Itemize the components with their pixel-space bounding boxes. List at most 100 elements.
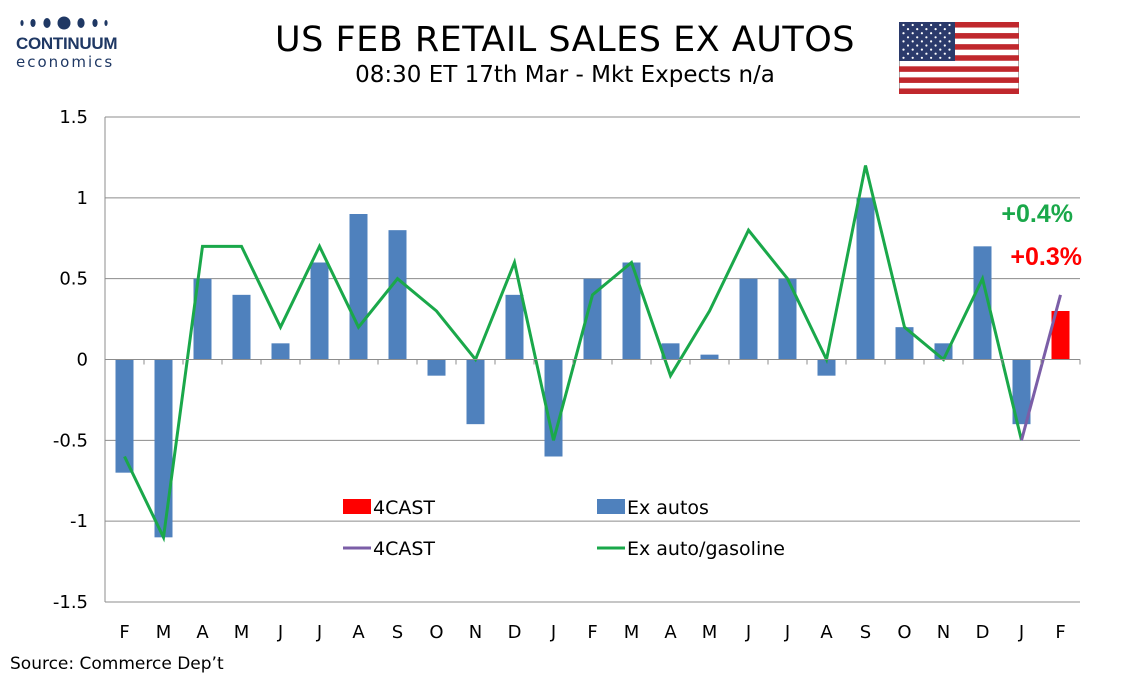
x-tick-label: A <box>196 622 209 643</box>
flag-star <box>906 44 910 47</box>
annotation-label: +0.3% <box>1010 243 1082 271</box>
x-tick-label: S <box>860 622 871 643</box>
bar-ex-autos <box>856 197 875 360</box>
flag-star <box>943 52 946 55</box>
logo-wordmark: CONTINUUM <box>16 34 118 53</box>
flag-stripe <box>899 66 1019 72</box>
continuum-logo: CONTINUUM economics <box>10 14 135 76</box>
flag-star <box>911 56 914 59</box>
bar-ex-autos <box>271 343 290 360</box>
logo-subtitle: economics <box>16 53 115 71</box>
x-tick-label: F <box>119 622 129 643</box>
flag-star <box>906 52 910 55</box>
flag-star <box>920 23 923 27</box>
flag-star <box>948 23 951 27</box>
x-tick-label: M <box>624 622 640 643</box>
legend-label: Ex autos <box>627 497 709 519</box>
flag-star <box>939 48 942 51</box>
flag-star <box>916 36 919 39</box>
source-note: Source: Commerce Dep’t <box>10 654 224 674</box>
x-tick-label: J <box>277 622 283 643</box>
line-4cast <box>1020 294 1062 441</box>
flag-star <box>920 32 923 35</box>
flag-star <box>930 40 933 43</box>
flag-star <box>939 32 942 35</box>
flag-star <box>902 48 905 51</box>
flag-star <box>920 40 923 43</box>
flag-star <box>902 32 905 35</box>
chart-subtitle: 08:30 ET 17th Mar - Mkt Expects n/a <box>355 62 775 88</box>
y-tick-label: 1.5 <box>59 107 88 128</box>
bar-ex-autos <box>583 278 602 360</box>
bar-ex-autos <box>193 278 212 360</box>
flag-star <box>916 28 919 31</box>
flag-star <box>930 32 933 35</box>
bar-ex-autos <box>232 294 251 360</box>
flag-star <box>948 48 951 51</box>
flag-star <box>911 48 914 51</box>
flag-star <box>925 28 928 31</box>
legend-swatch <box>343 499 371 514</box>
x-tick-label: J <box>550 622 556 643</box>
x-tick-label: O <box>429 622 443 643</box>
bar-ex-autos <box>895 327 914 360</box>
bar-ex-autos <box>778 278 797 360</box>
bar-ex-autos <box>973 246 992 360</box>
x-tick-label: A <box>352 622 365 643</box>
x-tick-label: J <box>745 622 751 643</box>
chart-title: US FEB RETAIL SALES EX AUTOS <box>274 20 855 60</box>
flag-star <box>911 23 914 27</box>
legend-label: 4CAST <box>373 497 435 519</box>
flag-stripe <box>899 77 1019 83</box>
flag-star <box>939 23 942 27</box>
flag-star <box>902 40 905 43</box>
bar-ex-autos <box>388 230 407 360</box>
bar-ex-autos <box>154 359 173 538</box>
x-tick-label: S <box>392 622 403 643</box>
flag-star <box>948 32 951 35</box>
y-tick-label: -1 <box>70 511 88 532</box>
legend-label: Ex auto/gasoline <box>627 538 785 560</box>
x-tick-label: A <box>664 622 677 643</box>
bar-ex-autos <box>115 359 134 473</box>
flag-star <box>948 40 951 43</box>
flag-stripe <box>899 33 1019 39</box>
flag-star <box>911 40 914 43</box>
y-tick-label: 1 <box>77 188 88 209</box>
flag-star <box>911 32 914 35</box>
bar-ex-autos <box>1012 359 1031 425</box>
flag-star <box>925 52 928 55</box>
flag-stripe <box>899 22 1019 28</box>
bar-ex-autos <box>739 278 758 360</box>
flag-star <box>934 28 937 31</box>
bar-ex-autos <box>622 262 641 360</box>
flag-star <box>939 56 942 59</box>
bar-ex-autos <box>310 262 329 360</box>
y-tick-label: -0.5 <box>53 430 88 451</box>
flag-star <box>943 44 946 47</box>
flag-stripe <box>899 44 1019 50</box>
flag-star <box>934 52 937 55</box>
bar-4cast <box>1051 311 1070 360</box>
bar-ex-autos <box>427 359 446 376</box>
flag-star <box>916 44 919 47</box>
flag-star <box>930 56 933 59</box>
x-tick-label: M <box>702 622 718 643</box>
flag-star <box>930 23 933 27</box>
y-tick-label: -1.5 <box>53 592 88 613</box>
x-tick-label: N <box>937 622 950 643</box>
flag-star <box>934 44 937 47</box>
annotation-label: +0.4% <box>1001 200 1073 228</box>
flag-star <box>943 36 946 39</box>
flag-star <box>906 28 910 31</box>
us-flag-icon <box>899 22 1019 94</box>
flag-stripe <box>899 55 1019 61</box>
flag-star <box>948 56 951 59</box>
flag-star <box>902 56 905 59</box>
x-tick-label: F <box>1055 622 1065 643</box>
bar-ex-autos <box>349 214 368 360</box>
line-ex-auto-gasoline <box>123 165 1023 543</box>
flag-star <box>920 48 923 51</box>
flag-star <box>930 48 933 51</box>
